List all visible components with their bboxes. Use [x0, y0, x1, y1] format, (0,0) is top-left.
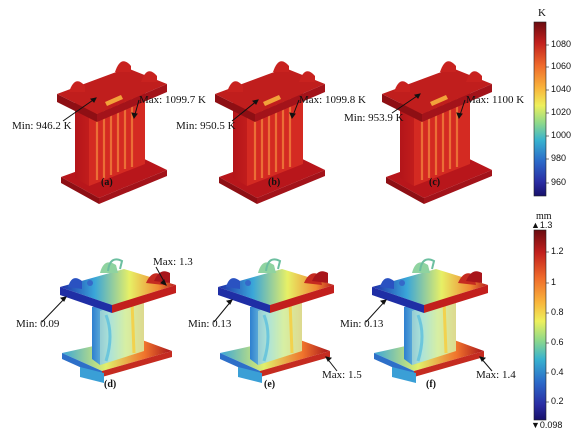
deformation-tick: 0.2	[551, 396, 564, 406]
temperature-tick: 1020	[551, 107, 572, 117]
temperature-tick: 960	[551, 177, 567, 187]
temperature-unit: K	[538, 7, 546, 19]
deformation-tick: 0.8	[551, 307, 564, 317]
panel-b-label: (b)	[268, 177, 281, 188]
deformation-part-e	[216, 257, 336, 385]
panel-a-min-label: Min: 946.2 K	[12, 120, 72, 132]
panel-c-max-label: Max: 1100 K	[466, 94, 525, 106]
temperature-tick: 980	[551, 153, 567, 163]
deformation-annotation-arrows	[41, 266, 493, 372]
panel-f-max-label: Max: 1.4	[476, 369, 516, 381]
deformation-tick: 1.2	[551, 246, 564, 256]
deformation-part-d	[58, 257, 178, 385]
panel-e-label: (e)	[264, 379, 276, 390]
panel-f-min-label: Min: 0.13	[340, 318, 384, 330]
panel-c-min-label: Min: 953.9 K	[344, 112, 404, 124]
panel-f-label: (f)	[426, 379, 436, 390]
panel-e-min-label: Min: 0.13	[188, 318, 232, 330]
panel-e-max-label: Max: 1.5	[322, 369, 362, 381]
deformation-part-f	[370, 257, 490, 385]
panel-d-min-label: Min: 0.09	[16, 318, 60, 330]
deformation-tick: 0.4	[551, 367, 564, 377]
panel-c-label: (c)	[429, 177, 441, 188]
deformation-colorbar	[533, 229, 547, 421]
panel-b-max-label: Max: 1099.8 K	[299, 94, 366, 106]
temperature-tick: 1060	[551, 61, 572, 71]
temperature-annotation-arrows	[62, 93, 466, 122]
deformation-unit: mm	[536, 211, 552, 222]
deformation-tick: 0.6	[551, 337, 564, 347]
temperature-tick: 1000	[551, 130, 572, 140]
panel-d-label: (d)	[104, 379, 117, 390]
panel-a-max-label: Max: 1099.7 K	[139, 94, 206, 106]
deformation-max-tick: ▲1.3	[531, 220, 553, 230]
panel-a-label: (a)	[101, 177, 113, 188]
temperature-tick: 1080	[551, 39, 572, 49]
deformation-tick: 1	[551, 277, 557, 287]
panel-d-max-label: Max: 1.3	[153, 256, 193, 268]
temperature-tick: 1040	[551, 84, 572, 94]
deformation-min-tick: ▼0.098	[531, 420, 563, 430]
temperature-colorbar	[533, 21, 547, 197]
panel-b-min-label: Min: 950.5 K	[176, 120, 236, 132]
